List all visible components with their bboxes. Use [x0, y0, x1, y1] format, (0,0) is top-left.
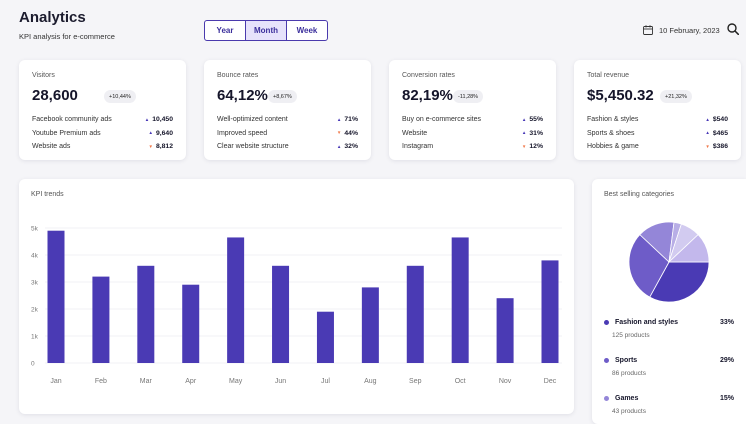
arrow-up-icon: ▲	[336, 143, 342, 149]
kpi-label: Conversion rates	[402, 72, 455, 79]
period-selector: Year Month Week	[204, 20, 328, 41]
kpi-row: Buy on e-commerce sites ▲ 55%	[402, 116, 543, 124]
x-tick-label: Dec	[544, 378, 557, 385]
bar-sep[interactable]	[406, 265, 424, 363]
categories-pie-chart	[628, 221, 710, 303]
kpi-row: Clear website structure ▲ 32%	[217, 143, 358, 151]
kpi-card-conversion-rates: Conversion rates 82,19% -11,28% Buy on e…	[389, 60, 556, 160]
arrow-down-icon: ▼	[336, 130, 342, 135]
x-tick-label: Sep	[409, 378, 422, 385]
kpi-row: Hobbies & game ▼ $386	[587, 143, 728, 151]
legend-dot-icon	[604, 396, 609, 401]
search-icon[interactable]	[727, 23, 739, 35]
kpi-label: Visitors	[32, 72, 55, 79]
arrow-down-icon: ▼	[148, 143, 153, 149]
kpi-card-total-revenue: Total revenue $5,450.32 +21,32% Fashion …	[574, 60, 741, 160]
legend-dot-icon	[604, 358, 609, 363]
bar-jun[interactable]	[272, 265, 290, 363]
arrow-up-icon: ▲	[144, 116, 150, 122]
period-month[interactable]: Month	[246, 21, 287, 40]
y-tick-label: 2k	[31, 307, 39, 314]
bar-dec[interactable]	[541, 260, 559, 363]
bar-jan[interactable]	[47, 230, 65, 363]
kpi-row: Instagram ▼ 12%	[402, 143, 543, 151]
category-item[interactable]: Sports 29% 86 products	[604, 357, 734, 377]
x-tick-label: Apr	[185, 378, 197, 385]
arrow-up-icon: ▲	[705, 130, 710, 135]
y-tick-label: 3k	[31, 280, 39, 287]
chart-title: KPI trends	[31, 191, 64, 198]
pie-slice-5[interactable]	[667, 234, 710, 263]
kpi-value: $5,450.32	[587, 87, 654, 104]
y-tick-label: 5k	[31, 226, 39, 233]
arrow-up-icon: ▲	[148, 130, 153, 135]
period-year[interactable]: Year	[205, 21, 246, 40]
kpi-trends-card: KPI trends 0 1k 2k 3k 4k 5k Jan Feb Mar Apr May Jun…	[19, 179, 574, 414]
arrow-down-icon: ▼	[705, 143, 710, 149]
kpi-value: 28,600	[32, 87, 78, 104]
period-week[interactable]: Week	[296, 26, 318, 35]
best-selling-title: Best selling categories	[604, 191, 675, 198]
x-tick-label: Aug	[364, 378, 377, 385]
arrow-down-icon: ▼	[521, 143, 527, 149]
kpi-label: Total revenue	[587, 72, 630, 79]
x-tick-label: Mar	[140, 378, 153, 385]
kpi-row: Youtube Premium ads ▲ 9,640	[32, 129, 173, 137]
calendar-icon	[643, 25, 653, 35]
x-tick-label: Jun	[275, 378, 286, 385]
page-title: Analytics	[19, 9, 86, 26]
date-picker[interactable]: 10 February, 2023	[643, 25, 720, 35]
bar-nov[interactable]	[496, 298, 514, 363]
kpi-card-bounce-rates: Bounce rates 64,12% +8,67% Well-optimize…	[204, 60, 371, 160]
kpi-row: Website ▲ 31%	[402, 129, 543, 137]
kpi-label: Bounce rates	[217, 72, 259, 79]
kpi-row: Well-optimized content ▲ 71%	[217, 116, 358, 124]
legend-dot-icon	[604, 320, 609, 325]
x-tick-label: Feb	[95, 378, 107, 385]
kpi-row: Improved speed ▼ 44%	[217, 129, 358, 137]
x-tick-label: Nov	[499, 378, 512, 385]
kpi-change-badge: -11,28%	[453, 90, 484, 103]
kpi-row: Fashion & styles ▲ $540	[587, 116, 728, 124]
y-tick-label: 1k	[31, 334, 39, 341]
x-tick-label: Jul	[321, 378, 330, 385]
kpi-row: Facebook community ads ▲ 10,450	[32, 116, 173, 124]
arrow-up-icon: ▲	[336, 116, 342, 122]
x-tick-label: Jan	[50, 378, 61, 385]
arrow-up-icon: ▲	[521, 130, 527, 135]
category-item[interactable]: Fashion and styles 33% 125 products	[604, 319, 734, 339]
bar-aug[interactable]	[361, 287, 379, 363]
bar-mar[interactable]	[137, 265, 155, 363]
bar-oct[interactable]	[451, 237, 469, 363]
arrow-up-icon: ▲	[705, 116, 710, 122]
page-subtitle: KPI analysis for e-commerce	[19, 32, 115, 41]
x-tick-label: Oct	[455, 378, 466, 385]
bar-jul[interactable]	[316, 311, 334, 363]
kpi-trends-chart: 0 1k 2k 3k 4k 5k Jan Feb Mar Apr May Jun Jul Aug Sep Oc…	[31, 226, 562, 385]
y-tick-label: 4k	[31, 253, 39, 260]
bar-feb[interactable]	[92, 276, 110, 363]
kpi-row: Sports & shoes ▲ $465	[587, 129, 728, 137]
bar-may[interactable]	[227, 237, 245, 363]
pie-slice-0[interactable]	[649, 261, 710, 303]
best-selling-card: Best selling categories Fashion and styl…	[592, 179, 746, 424]
x-tick-label: May	[229, 378, 243, 385]
y-tick-label: 0	[31, 361, 35, 368]
kpi-row: Website ads ▼ 8,812	[32, 143, 173, 151]
category-item[interactable]: Games 15% 43 products	[604, 395, 734, 415]
kpi-change-badge: +8,67%	[268, 90, 297, 103]
header: Analytics KPI analysis for e-commerce Ye…	[0, 0, 746, 56]
date-label: 10 February, 2023	[659, 25, 720, 35]
arrow-up-icon: ▲	[521, 116, 527, 122]
kpi-value: 64,12%	[217, 87, 268, 104]
kpi-card-visitors: Visitors 28,600 +10,44% Facebook communi…	[19, 60, 186, 160]
kpi-change-badge: +10,44%	[104, 90, 136, 103]
pie-slice-1[interactable]	[628, 234, 670, 298]
kpi-value: 82,19%	[402, 87, 453, 104]
kpi-change-badge: +21,32%	[660, 90, 692, 103]
bar-apr[interactable]	[182, 284, 200, 363]
